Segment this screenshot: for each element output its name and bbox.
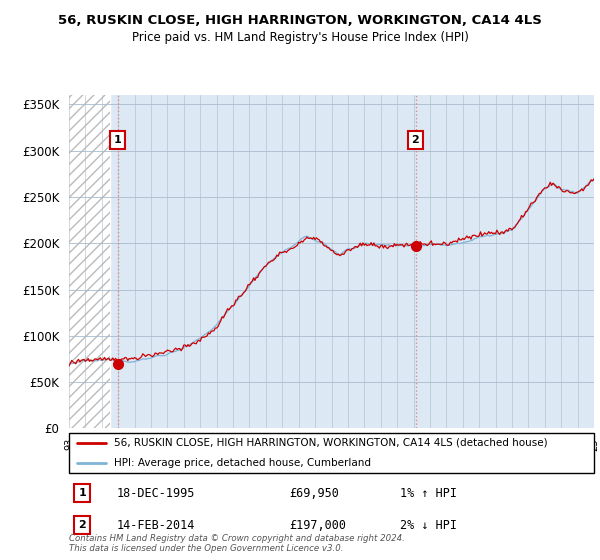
Text: 2: 2: [78, 520, 86, 530]
Text: Contains HM Land Registry data © Crown copyright and database right 2024.
This d: Contains HM Land Registry data © Crown c…: [69, 534, 405, 553]
Text: HPI: Average price, detached house, Cumberland: HPI: Average price, detached house, Cumb…: [113, 458, 371, 468]
Text: 56, RUSKIN CLOSE, HIGH HARRINGTON, WORKINGTON, CA14 4LS (detached house): 56, RUSKIN CLOSE, HIGH HARRINGTON, WORKI…: [113, 438, 547, 448]
Text: 18-DEC-1995: 18-DEC-1995: [116, 487, 194, 500]
Bar: [69, 95, 110, 428]
Text: Price paid vs. HM Land Registry's House Price Index (HPI): Price paid vs. HM Land Registry's House …: [131, 31, 469, 44]
Text: 14-FEB-2014: 14-FEB-2014: [116, 519, 194, 532]
Bar: [69, 95, 110, 428]
Text: 2: 2: [412, 135, 419, 145]
Text: 1% ↑ HPI: 1% ↑ HPI: [400, 487, 457, 500]
Text: 1: 1: [113, 135, 121, 145]
Text: £197,000: £197,000: [290, 519, 347, 532]
Text: 2% ↓ HPI: 2% ↓ HPI: [400, 519, 457, 532]
Text: 56, RUSKIN CLOSE, HIGH HARRINGTON, WORKINGTON, CA14 4LS: 56, RUSKIN CLOSE, HIGH HARRINGTON, WORKI…: [58, 14, 542, 27]
Text: £69,950: £69,950: [290, 487, 340, 500]
Text: 1: 1: [78, 488, 86, 498]
